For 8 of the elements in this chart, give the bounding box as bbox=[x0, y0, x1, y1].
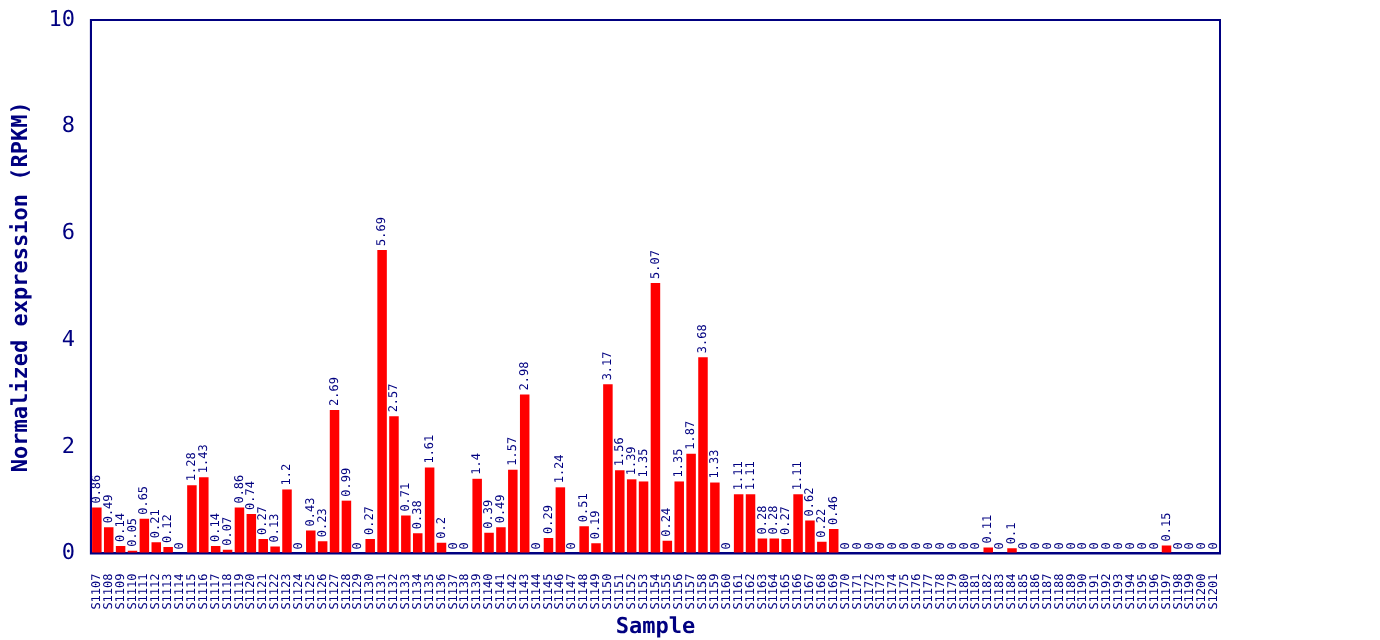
y-axis-title: Normalized expression (RPKM) bbox=[6, 101, 33, 473]
y-tick-label: 6 bbox=[61, 219, 75, 246]
y-tick-label: 4 bbox=[61, 325, 76, 352]
x-axis-title: Sample bbox=[615, 612, 696, 639]
y-tick-label: 2 bbox=[61, 432, 75, 459]
y-tick-label: 10 bbox=[48, 5, 75, 32]
y-tick-label: 0 bbox=[61, 539, 75, 566]
y-tick-label: 8 bbox=[61, 112, 75, 139]
